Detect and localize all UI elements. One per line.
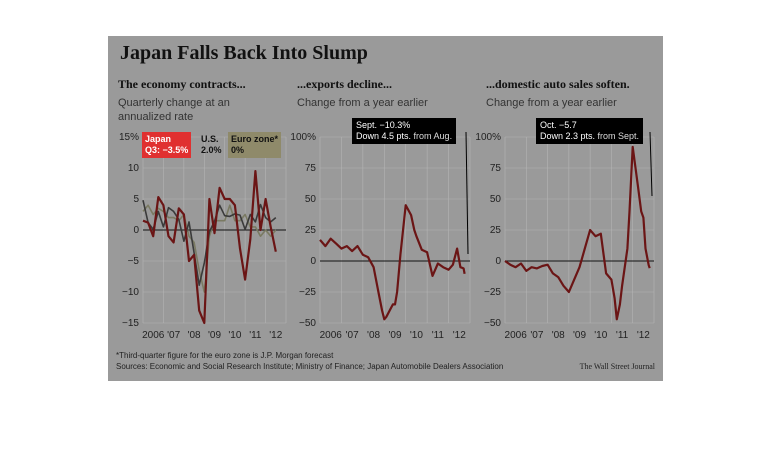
legend-japan-name: Japan [145, 134, 172, 144]
x-tick-label: 2006 [320, 330, 343, 341]
x-tick-label: '08 [367, 330, 380, 341]
exports-callout: Sept. −10.3% Down 4.5 pts. from Aug. [352, 118, 457, 144]
x-tick-label: '08 [552, 330, 565, 341]
legend-us-value: 2.0% [201, 145, 222, 155]
charts-svg: −15−10−5051015%2006'07'08'09'10'11'12−50… [119, 131, 655, 341]
y-tick-label: 100% [290, 132, 316, 143]
x-tick-label: '12 [269, 330, 282, 341]
y-tick-label: 10 [128, 163, 140, 174]
panel-1-subtitle-line1: Quarterly change at an [118, 97, 230, 109]
series-line [504, 145, 651, 321]
panel-3-subtitle: Change from a year earlier [486, 97, 617, 109]
exports-callout-line1: Sept. −10.3% [356, 120, 411, 130]
exports-callout-from: from Aug. [413, 131, 453, 141]
x-tick-label: '10 [594, 330, 607, 341]
y-tick-label: −5 [128, 256, 140, 267]
chart-figure: Japan Falls Back Into Slump The economy … [108, 36, 663, 381]
x-tick-label: '07 [346, 330, 359, 341]
legend-japan: Japan Q3: −3.5% [142, 132, 192, 158]
autos-callout-pointer [649, 131, 653, 197]
y-tick-label: −50 [299, 318, 316, 329]
panel-2-title: ...exports decline... [297, 77, 392, 91]
panel-1-subtitle: Quarterly change at an annualized rate [118, 96, 230, 124]
credit: The Wall Street Journal [579, 362, 655, 371]
footnote: *Third-quarter figure for the euro zone … [116, 351, 334, 360]
y-tick-label: −10 [122, 287, 139, 298]
y-tick-label: 25 [305, 225, 317, 236]
x-tick-label: '10 [228, 330, 241, 341]
legend-us-name: U.S. [201, 134, 219, 144]
y-tick-label: 0 [133, 225, 139, 236]
y-tick-label: 100% [475, 132, 501, 143]
x-tick-label: '11 [616, 330, 629, 341]
x-tick-label: '07 [530, 330, 543, 341]
y-tick-label: −15 [122, 318, 139, 329]
legend-japan-value: Q3: −3.5% [145, 145, 189, 155]
autos-callout: Oct. −5.7 Down 2.3 pts. from Sept. [536, 118, 644, 144]
y-tick-label: 0 [310, 256, 316, 267]
legend-euro: Euro zone* 0% [228, 132, 282, 158]
x-tick-label: '12 [453, 330, 466, 341]
series-line [142, 170, 277, 325]
y-tick-label: 15% [119, 132, 139, 143]
x-tick-label: '09 [208, 330, 221, 341]
y-tick-label: −25 [299, 287, 316, 298]
x-tick-label: '11 [249, 330, 262, 341]
x-tick-label: '11 [432, 330, 445, 341]
exports-callout-pointer [465, 131, 469, 255]
y-tick-label: 25 [490, 225, 502, 236]
legend-us: U.S. 2.0% [198, 132, 225, 158]
x-tick-label: '09 [573, 330, 586, 341]
panel-2-subtitle: Change from a year earlier [297, 97, 428, 109]
y-tick-label: 75 [490, 163, 502, 174]
panel-3-title: ...domestic auto sales soften. [486, 77, 630, 91]
x-tick-label: 2006 [142, 330, 165, 341]
x-tick-label: '10 [410, 330, 423, 341]
autos-callout-line1: Oct. −5.7 [540, 120, 577, 130]
panel-1-title: The economy contracts... [118, 77, 246, 91]
panel-1-subtitle-line2: annualized rate [118, 111, 194, 123]
y-tick-label: −50 [484, 318, 501, 329]
legend-euro-value: 0% [231, 145, 245, 155]
exports-callout-change: Down 4.5 pts. [356, 131, 412, 141]
y-tick-label: 75 [305, 163, 317, 174]
sources: Sources: Economic and Social Research In… [116, 362, 504, 371]
y-tick-label: −25 [484, 287, 501, 298]
x-tick-label: '09 [388, 330, 401, 341]
legend-euro-name: Euro zone* [231, 134, 279, 144]
figure-title: Japan Falls Back Into Slump [120, 42, 368, 64]
y-tick-label: 50 [305, 194, 317, 205]
x-tick-label: '07 [167, 330, 180, 341]
x-tick-label: 2006 [505, 330, 528, 341]
series-line [319, 204, 466, 321]
y-tick-label: 50 [490, 194, 502, 205]
autos-callout-from: from Sept. [597, 131, 640, 141]
x-tick-label: '12 [637, 330, 650, 341]
y-tick-label: 0 [495, 256, 501, 267]
x-tick-label: '08 [188, 330, 201, 341]
y-tick-label: 5 [133, 194, 139, 205]
autos-callout-change: Down 2.3 pts. [540, 131, 596, 141]
